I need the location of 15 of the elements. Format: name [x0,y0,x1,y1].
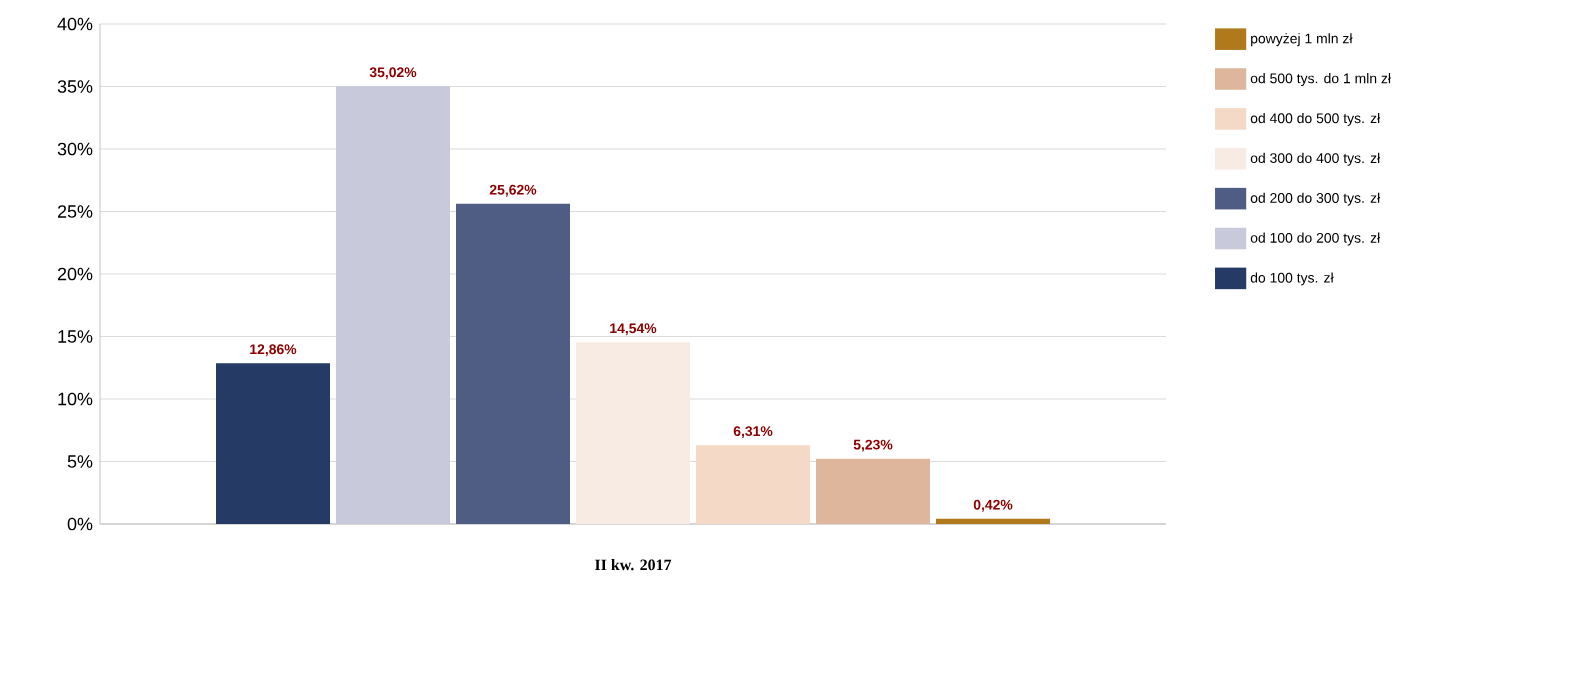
bar [456,203,571,524]
y-tick-label: 15% [58,330,93,343]
y-tick-label: 35% [57,80,93,93]
y-tick-label: 30% [57,142,93,156]
bar [816,458,931,524]
y-tick-label: 5% [67,455,93,468]
y-tick-label: 10% [58,392,93,406]
y-tick-label: 25% [57,205,93,218]
y-tick-label: 40% [57,17,93,31]
y-tick-label: 20% [57,267,93,281]
bar [576,342,691,524]
bar [936,518,1051,524]
bar [696,445,811,524]
bar [216,363,331,524]
y-tick-label: 0% [67,517,93,531]
